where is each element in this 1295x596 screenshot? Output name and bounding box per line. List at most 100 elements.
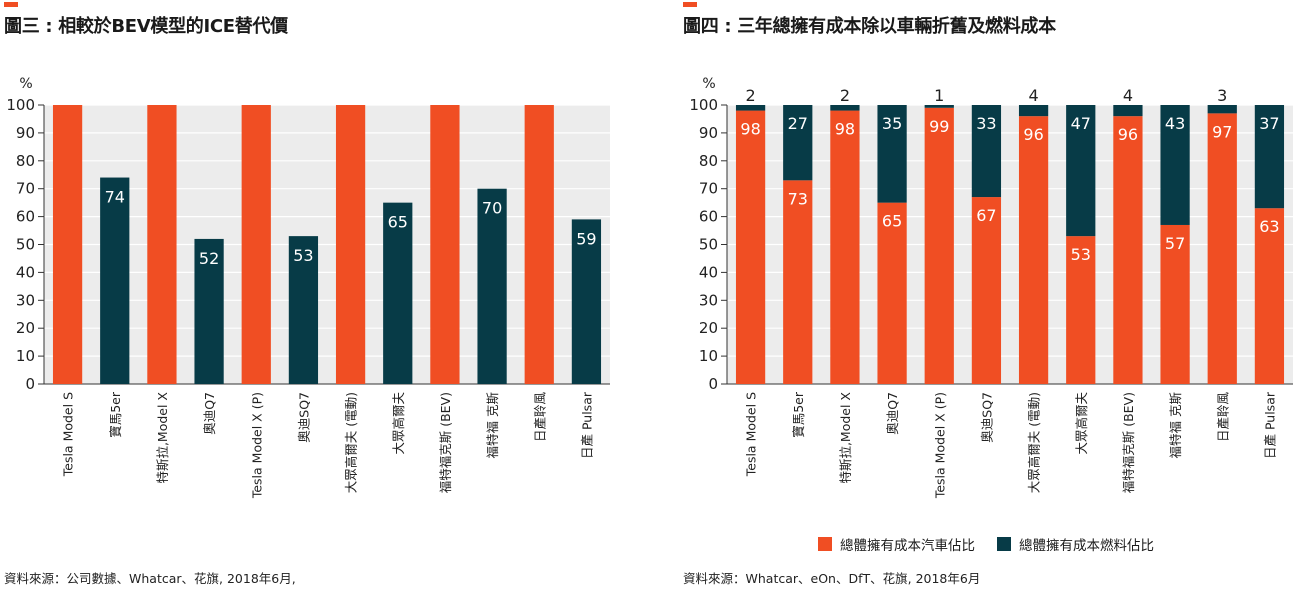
bar-segment-fuel (1254, 105, 1285, 209)
x-tick-label: 日產聆風 (1215, 392, 1230, 443)
y-axis-unit: % (19, 76, 32, 92)
bar (477, 188, 507, 384)
legend-label-fuel: 總體擁有成本燃料佔比 (1019, 538, 1154, 554)
right-source-note: 資料來源：Whatcar、eOn、DfT、花旗, 2018年6月 (683, 571, 981, 586)
y-tick-label: 100 (6, 96, 35, 114)
y-tick-label: 20 (16, 319, 35, 337)
data-label: 70 (482, 199, 502, 218)
bar-segment-fuel (971, 105, 1002, 198)
legend-swatch-navy (997, 537, 1011, 551)
bar-segment-vehicle (1160, 224, 1190, 384)
bar (571, 219, 602, 384)
right-accent-bar (683, 2, 697, 7)
left-accent-bar (4, 2, 18, 7)
x-tick-label: 寶馬5er (791, 391, 806, 438)
data-label: 59 (576, 229, 596, 248)
legend-swatch-orange (818, 537, 832, 551)
y-tick-label: 20 (699, 319, 718, 337)
x-tick-label: 日產聆風 (532, 392, 547, 443)
data-label: 65 (388, 213, 408, 232)
y-tick-label: 80 (16, 152, 35, 170)
y-tick-label: 70 (16, 180, 35, 198)
bar (100, 177, 130, 384)
data-label-fuel: 2 (745, 86, 755, 105)
left-bar-chart: 0 10 20 30 40 50 60 70 80 90 100% Tesla Model S 74 寶馬… (6, 76, 610, 499)
x-tick-label: 寶馬5er (108, 391, 123, 438)
y-tick-label: 50 (16, 236, 35, 254)
data-label-vehicle: 99 (929, 117, 949, 136)
data-label-fuel: 1 (934, 86, 944, 105)
y-tick-label: 0 (708, 375, 718, 393)
bar-segment-vehicle (1018, 116, 1049, 384)
bar (335, 105, 366, 384)
right-legend: 總體擁有成本汽車佔比 總體擁有成本燃料佔比 (818, 534, 1176, 554)
data-label: 53 (293, 246, 313, 265)
data-label: 52 (199, 249, 219, 268)
right-chart-title: 圖四 : 三年總擁有成本除以車輛折舊及燃料成本 (683, 16, 1056, 37)
data-label-fuel: 4 (1028, 86, 1038, 105)
bar-segment-vehicle (1254, 208, 1285, 384)
legend-item-fuel: 總體擁有成本燃料佔比 (997, 534, 1154, 554)
bar (288, 236, 319, 384)
x-tick-label: 奧迪SQ7 (979, 392, 994, 443)
bar-segment-vehicle (1113, 116, 1143, 384)
bar (430, 105, 460, 384)
x-tick-label: 福特福 克斯 (485, 392, 500, 458)
data-label-vehicle: 98 (740, 120, 760, 139)
bar-segment-vehicle (830, 110, 860, 384)
data-label-vehicle: 97 (1212, 122, 1232, 141)
x-tick-label: 奧迪SQ7 (296, 392, 311, 443)
bar-segment-fuel (1066, 105, 1096, 237)
bar-segment-fuel (783, 105, 813, 181)
data-label-vehicle: 67 (976, 206, 996, 225)
data-label: 74 (105, 188, 125, 207)
x-tick-label: Tesla Model X (P) (249, 392, 264, 499)
bar-segment-vehicle (1207, 113, 1237, 385)
y-tick-label: 100 (689, 96, 718, 114)
left-source-note: 資料來源：公司數據、Whatcar、花旗, 2018年6月, (4, 571, 296, 586)
y-tick-label: 90 (16, 124, 35, 142)
data-label-vehicle: 96 (1118, 125, 1138, 144)
bar-segment-fuel (924, 105, 954, 108)
data-label-fuel: 27 (788, 114, 808, 133)
right-stacked-bar-chart: 0 10 20 30 40 50 60 70 80 90 100% 98 2 Tesla Model S 7… (689, 76, 1293, 499)
y-tick-label: 40 (699, 263, 718, 281)
data-label-vehicle: 73 (788, 189, 808, 208)
x-tick-label: 大眾高爾夫 (電動) (344, 392, 359, 493)
bar-segment-fuel (830, 105, 860, 111)
x-tick-label: 日產 Pulsar (1262, 391, 1277, 459)
y-axis-unit: % (702, 76, 715, 92)
bar-segment-vehicle (877, 202, 907, 384)
x-tick-label: 奧迪Q7 (202, 392, 217, 435)
data-label-fuel: 47 (1071, 114, 1091, 133)
x-tick-label: 福特福 克斯 (1168, 392, 1183, 458)
data-label-fuel: 37 (1259, 114, 1279, 133)
x-tick-label: 福特福克斯 (BEV) (1121, 392, 1136, 493)
y-tick-label: 30 (699, 291, 718, 309)
x-tick-label: Tesla Model X (P) (932, 392, 947, 499)
data-label-vehicle: 96 (1023, 125, 1043, 144)
data-label-fuel: 3 (1217, 86, 1227, 105)
bar-segment-fuel (1207, 105, 1237, 114)
data-label-fuel: 2 (840, 86, 850, 105)
x-tick-label: 特斯拉,Model X (838, 392, 853, 484)
data-label-vehicle: 63 (1259, 217, 1279, 236)
y-tick-label: 40 (16, 263, 35, 281)
bar-segment-fuel (877, 105, 907, 203)
legend-item-vehicle: 總體擁有成本汽車佔比 (818, 534, 975, 554)
bar (383, 202, 413, 384)
data-label-vehicle: 57 (1165, 234, 1185, 253)
x-tick-label: Tesla Model S (61, 392, 76, 477)
bar (194, 238, 224, 384)
bar (524, 105, 554, 384)
y-tick-label: 0 (25, 375, 35, 393)
x-tick-label: 大眾高爾夫 (391, 392, 406, 455)
bar (241, 105, 271, 384)
bar-segment-vehicle (783, 180, 813, 384)
x-tick-label: 奧迪Q7 (885, 392, 900, 435)
left-chart-title: 圖三 : 相較於BEV模型的ICE替代價 (4, 16, 288, 37)
bar-segment-fuel (1113, 105, 1143, 117)
bar-segment-fuel (735, 105, 766, 111)
x-tick-label: Tesla Model S (744, 392, 759, 477)
data-label-fuel: 35 (882, 114, 902, 133)
